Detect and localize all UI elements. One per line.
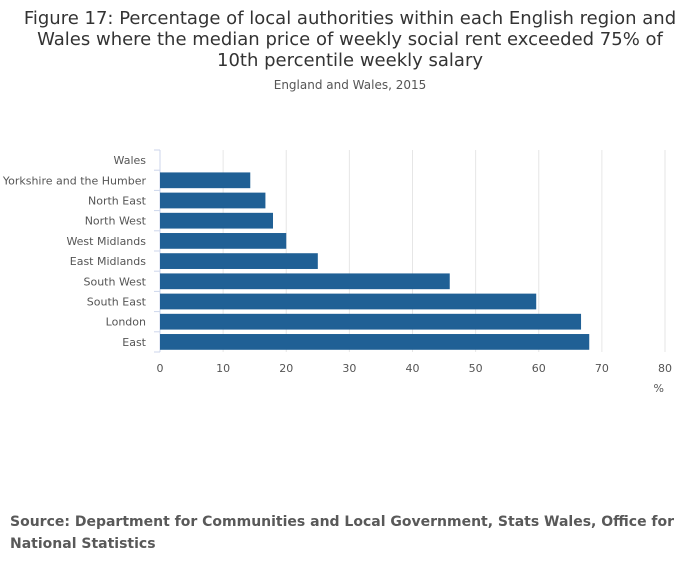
x-tick-label: 80	[658, 362, 672, 375]
x-tick-label: 20	[279, 362, 293, 375]
category-label: Wales	[114, 154, 147, 167]
category-label: West Midlands	[66, 235, 146, 248]
x-tick-label: 40	[406, 362, 420, 375]
bar-south-west	[160, 273, 450, 290]
x-tick-label: 70	[595, 362, 609, 375]
x-tick-label: 0	[157, 362, 164, 375]
category-label: North East	[88, 195, 147, 208]
bar-south-east	[160, 293, 537, 310]
x-axis-label: %	[654, 382, 664, 395]
bar-west-midlands	[160, 233, 287, 249]
category-label: East Midlands	[70, 255, 147, 268]
x-tick-label: 10	[216, 362, 230, 375]
x-tick-label: 50	[469, 362, 483, 375]
chart-title: Figure 17: Percentage of local authoriti…	[23, 8, 677, 71]
bar-yorkshire-and-the-humber	[160, 172, 251, 189]
bar-east-midlands	[160, 253, 318, 269]
bar-london	[160, 313, 582, 330]
category-label: South West	[83, 275, 146, 288]
category-label: London	[106, 316, 146, 329]
category-label: Yorkshire and the Humber	[2, 174, 147, 187]
bar-north-east	[160, 192, 266, 209]
x-tick-label: 60	[532, 362, 546, 375]
chart-subtitle: England and Wales, 2015	[273, 78, 427, 92]
category-label: East	[122, 336, 146, 349]
x-tick-label: 30	[342, 362, 356, 375]
category-label: North West	[85, 215, 147, 228]
source-note: Source: Department for Communities and L…	[10, 514, 675, 552]
category-label: South East	[87, 296, 147, 309]
bar-north-west	[160, 212, 273, 229]
bar-east	[160, 334, 590, 350]
